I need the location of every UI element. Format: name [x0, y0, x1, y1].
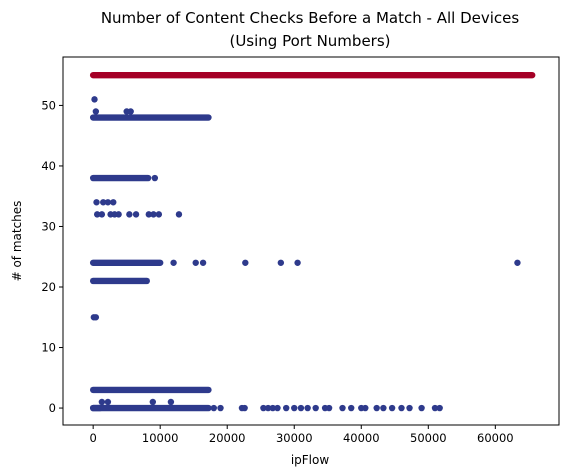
data-point: [294, 260, 300, 266]
data-point: [93, 314, 99, 320]
data-point: [291, 405, 297, 411]
data-point: [110, 199, 116, 205]
data-point: [274, 405, 280, 411]
x-axis-label: ipFlow: [291, 453, 330, 467]
data-point: [93, 199, 99, 205]
x-tick-label: 60000: [477, 431, 514, 445]
data-point: [362, 405, 368, 411]
data-point: [217, 405, 223, 411]
x-tick-label: 10000: [142, 431, 179, 445]
data-point: [278, 260, 284, 266]
data-point: [126, 211, 132, 217]
x-tick-label: 0: [89, 431, 96, 445]
x-axis: 0 10000 20000 30000 40000 50000 60000: [89, 425, 513, 445]
y-tick-label: 20: [41, 280, 56, 294]
y-tick-label: 30: [41, 219, 56, 233]
data-point: [200, 260, 206, 266]
x-tick-label: 20000: [209, 431, 246, 445]
x-tick-label: 30000: [276, 431, 313, 445]
data-point: [418, 405, 424, 411]
data-point: [93, 108, 99, 114]
data-point: [373, 405, 379, 411]
data-point: [127, 108, 133, 114]
y-tick-label: 10: [41, 341, 56, 355]
data-point: [168, 399, 174, 405]
data-point: [105, 399, 111, 405]
x-tick-label: 50000: [410, 431, 447, 445]
data-point: [514, 260, 520, 266]
data-point: [406, 405, 412, 411]
data-point: [398, 405, 404, 411]
y-tick-label: 50: [41, 98, 56, 112]
data-point: [170, 260, 176, 266]
data-point: [133, 211, 139, 217]
data-point: [304, 405, 310, 411]
x-tick-label: 40000: [343, 431, 380, 445]
data-point: [156, 211, 162, 217]
data-point: [99, 211, 105, 217]
data-point: [312, 405, 318, 411]
data-point: [298, 405, 304, 411]
data-point: [326, 405, 332, 411]
data-point: [91, 96, 97, 102]
data-point: [389, 405, 395, 411]
data-point: [283, 405, 289, 411]
data-point: [152, 175, 158, 181]
data-marks: [91, 75, 533, 411]
data-point: [99, 399, 105, 405]
data-point: [176, 211, 182, 217]
data-point: [339, 405, 345, 411]
data-point: [241, 405, 247, 411]
data-point: [436, 405, 442, 411]
chart-title-line2: (Using Port Numbers): [229, 32, 390, 50]
y-tick-label: 40: [41, 159, 56, 173]
chart-title-line1: Number of Content Checks Before a Match …: [101, 9, 520, 27]
y-axis-label: # of matches: [10, 201, 24, 282]
data-point: [211, 405, 217, 411]
data-point: [380, 405, 386, 411]
data-point: [193, 260, 199, 266]
data-point: [242, 260, 248, 266]
y-axis: 0 10 20 30 40 50: [41, 98, 63, 415]
data-point: [348, 405, 354, 411]
data-point: [150, 399, 156, 405]
data-point: [115, 211, 121, 217]
plot-frame: [63, 57, 559, 425]
y-tick-label: 0: [49, 401, 56, 415]
